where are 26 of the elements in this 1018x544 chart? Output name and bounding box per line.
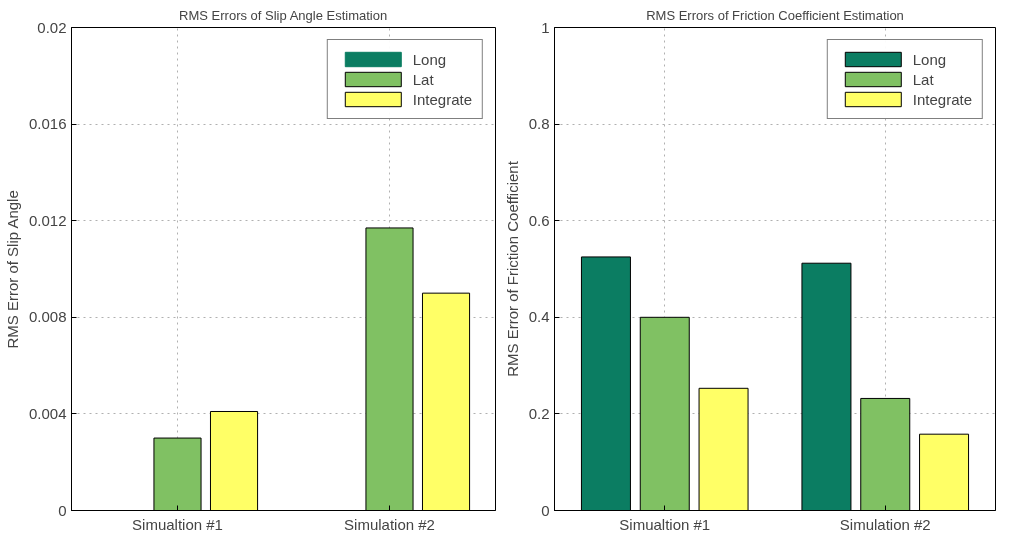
y-tick-label: 1	[541, 18, 550, 36]
chart-title: RMS Errors of Friction Coefficient Estimation	[646, 7, 904, 23]
y-tick-label: 0.8	[528, 115, 550, 133]
x-tick-label: Simulation #2	[344, 515, 435, 533]
y-tick-label: 0.016	[28, 115, 67, 133]
legend-label: Long	[412, 50, 447, 68]
y-axis-title: RMS Error of Slip Angle	[3, 190, 21, 349]
y-tick-label: 0.012	[28, 211, 67, 229]
y-tick-label: 0.02	[37, 18, 67, 36]
y-tick-label: 0.004	[28, 404, 67, 422]
y-tick-label: 0.4	[528, 308, 550, 326]
legend-label: Long	[912, 50, 947, 68]
x-tick-label: Simualtion #1	[132, 515, 223, 533]
legend-label: Lat	[912, 70, 934, 88]
legend-label: Integrate	[912, 90, 972, 108]
y-tick-label: 0	[541, 501, 550, 519]
y-tick-label: 0.6	[528, 211, 550, 229]
legend-label: Integrate	[412, 90, 472, 108]
legend-label: Lat	[412, 70, 434, 88]
y-axis-title: RMS Error of Friction Coefficient	[503, 160, 521, 377]
x-tick-label: Simualtion #1	[619, 515, 711, 533]
y-tick-label: 0	[58, 501, 67, 519]
y-tick-label: 0.008	[28, 308, 67, 326]
chart-title: RMS Errors of Slip Angle Estimation	[179, 7, 388, 23]
x-tick-label: Simulation #2	[839, 515, 931, 533]
y-tick-label: 0.2	[528, 404, 550, 422]
